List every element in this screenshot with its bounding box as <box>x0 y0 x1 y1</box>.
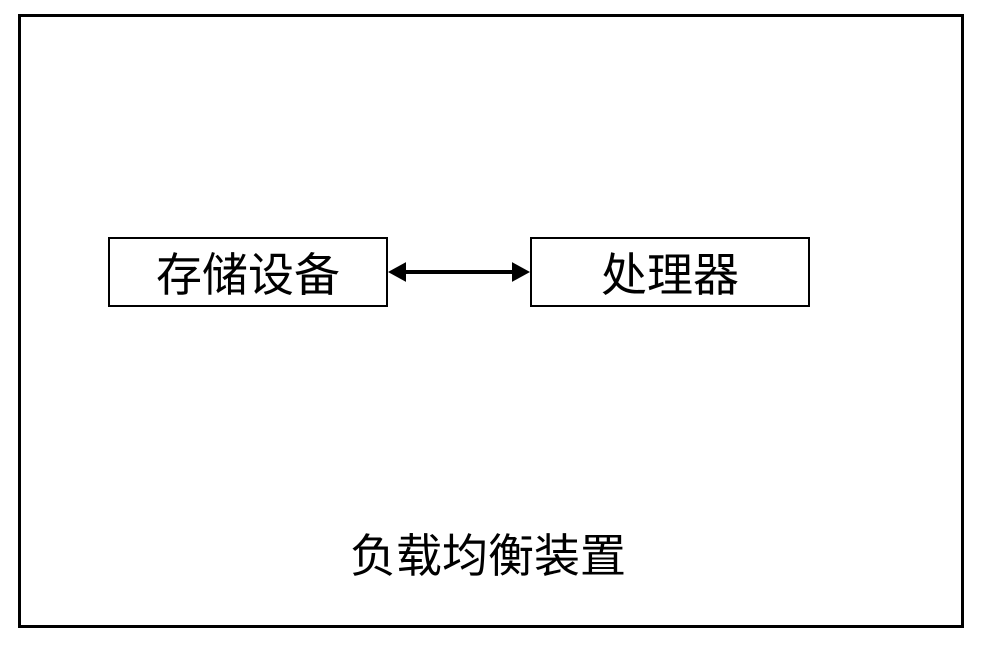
bidirectional-arrow <box>370 254 548 326</box>
caption-text: 负载均衡装置 <box>350 531 626 582</box>
storage-device-node: 存储设备 <box>108 237 388 307</box>
diagram-caption: 负载均衡装置 <box>350 520 626 586</box>
processor-node: 处理器 <box>530 237 810 307</box>
processor-label: 处理器 <box>601 239 739 305</box>
storage-device-label: 存储设备 <box>156 239 340 305</box>
